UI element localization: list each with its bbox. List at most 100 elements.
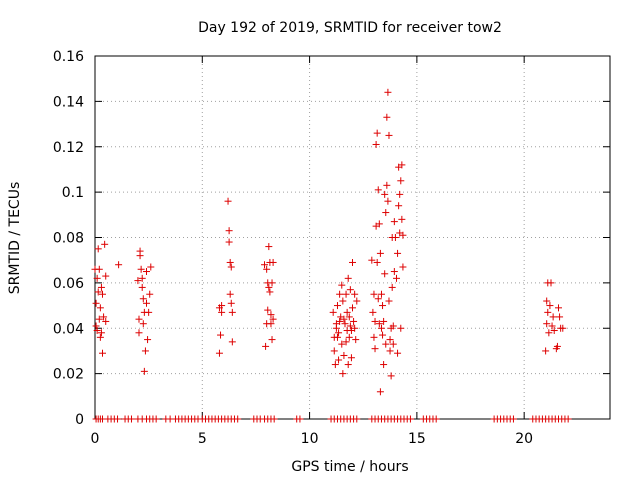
data-point [353, 297, 361, 305]
data-point [347, 354, 355, 362]
data-point [352, 336, 360, 344]
data-point [141, 347, 149, 355]
data-point [267, 311, 275, 319]
data-point [379, 302, 387, 310]
data-point [234, 415, 242, 423]
data-point [343, 308, 351, 316]
data-point [227, 263, 235, 271]
data-point [225, 238, 233, 246]
data-point [550, 327, 558, 335]
x-tick-label: 15 [408, 431, 426, 447]
x-tick-label: 5 [198, 431, 207, 447]
data-point [345, 333, 353, 341]
data-point [555, 304, 562, 312]
data-point [389, 322, 397, 330]
data-point [93, 274, 101, 282]
data-point [397, 324, 405, 332]
data-point [344, 274, 352, 282]
data-point [225, 227, 233, 235]
data-point [217, 331, 225, 339]
data-point [371, 345, 379, 353]
data-point [102, 272, 110, 280]
data-point [226, 290, 234, 298]
data-point [383, 181, 391, 189]
data-point [398, 215, 406, 223]
y-tick-label: 0.12 [53, 140, 84, 156]
data-point [263, 265, 271, 273]
data-point [147, 263, 155, 271]
data-point [388, 283, 396, 291]
y-tick-label: 0 [75, 412, 84, 428]
data-point [342, 290, 350, 298]
data-point [385, 297, 393, 305]
data-point [331, 361, 339, 369]
data-point [339, 297, 347, 305]
data-point [139, 320, 147, 328]
data-point [543, 320, 551, 328]
data-point [342, 338, 350, 346]
data-point [135, 329, 143, 337]
data-point [369, 308, 377, 316]
data-point [139, 295, 147, 303]
data-point [218, 302, 226, 310]
data-point [268, 279, 276, 287]
data-point [143, 268, 150, 276]
data-point [380, 317, 388, 325]
data-point [381, 270, 389, 278]
data-point [224, 197, 232, 205]
data-point [377, 324, 385, 332]
data-point [390, 218, 398, 226]
data-point [336, 290, 344, 298]
data-point [96, 304, 104, 312]
data-point [264, 306, 272, 314]
data-point [95, 315, 103, 323]
data-point [545, 329, 553, 337]
data-point [97, 283, 105, 291]
data-point [396, 190, 404, 198]
data-point [143, 299, 150, 307]
data-point [387, 372, 395, 380]
x-tick-label: 0 [91, 431, 100, 447]
y-tick-label: 0.02 [53, 367, 84, 383]
data-point [267, 320, 275, 328]
tick-labels: 0 5 10 15 20 0 0.02 0.04 0.06 0.08 0.1 0.12 0.14 0.16 [53, 49, 533, 447]
data-point [333, 333, 341, 341]
data-point [218, 308, 226, 316]
data-point [127, 415, 135, 423]
data-point [261, 261, 269, 269]
data-point [265, 283, 273, 291]
data-point [270, 415, 278, 423]
y-tick-label: 0.16 [53, 49, 84, 65]
data-point [338, 281, 346, 289]
data-point [375, 320, 383, 328]
data-point [138, 274, 146, 282]
data-point [115, 261, 123, 269]
data-point [384, 197, 392, 205]
data-point [351, 290, 359, 298]
x-tick-label: 10 [301, 431, 319, 447]
data-point [134, 277, 142, 285]
data-point [228, 338, 236, 346]
data-point [349, 258, 356, 266]
data-point [394, 349, 402, 357]
data-point [397, 177, 405, 185]
data-point [136, 252, 144, 260]
data-point [338, 340, 346, 348]
data-point [99, 349, 107, 357]
y-axis-title: SRMTID / TECUs [7, 182, 23, 295]
data-point [296, 415, 304, 423]
data-point [349, 304, 356, 312]
data-point [341, 320, 349, 328]
data-point [373, 258, 381, 266]
data-point [548, 322, 556, 330]
data-point [146, 290, 154, 298]
data-point [92, 322, 100, 330]
data-point [332, 324, 340, 332]
data-point [265, 243, 273, 251]
data-point [333, 302, 341, 310]
data-point [144, 336, 152, 344]
data-point [102, 317, 110, 325]
data-point [374, 186, 382, 194]
x-tick-label: 20 [515, 431, 533, 447]
